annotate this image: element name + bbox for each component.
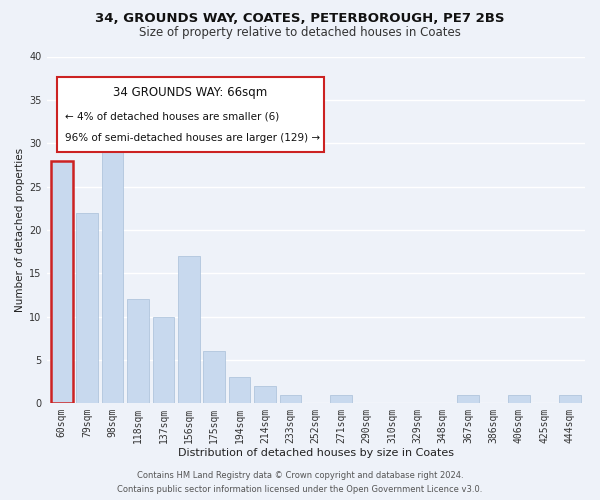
- Bar: [229, 377, 250, 403]
- Bar: [559, 394, 581, 403]
- Text: 34, GROUNDS WAY, COATES, PETERBOROUGH, PE7 2BS: 34, GROUNDS WAY, COATES, PETERBOROUGH, P…: [95, 12, 505, 26]
- Bar: [331, 394, 352, 403]
- FancyBboxPatch shape: [57, 78, 324, 152]
- Bar: [508, 394, 530, 403]
- Y-axis label: Number of detached properties: Number of detached properties: [15, 148, 25, 312]
- Bar: [254, 386, 276, 403]
- Bar: [127, 299, 149, 403]
- Bar: [457, 394, 479, 403]
- Bar: [152, 316, 174, 403]
- Text: 34 GROUNDS WAY: 66sqm: 34 GROUNDS WAY: 66sqm: [113, 86, 268, 98]
- X-axis label: Distribution of detached houses by size in Coates: Distribution of detached houses by size …: [178, 448, 454, 458]
- Text: Contains HM Land Registry data © Crown copyright and database right 2024.
Contai: Contains HM Land Registry data © Crown c…: [118, 472, 482, 494]
- Bar: [280, 394, 301, 403]
- Text: ← 4% of detached houses are smaller (6): ← 4% of detached houses are smaller (6): [65, 111, 280, 121]
- Bar: [51, 160, 73, 403]
- Bar: [76, 212, 98, 403]
- Bar: [203, 351, 225, 403]
- Text: 96% of semi-detached houses are larger (129) →: 96% of semi-detached houses are larger (…: [65, 134, 320, 143]
- Bar: [178, 256, 200, 403]
- Bar: [102, 143, 124, 403]
- Text: Size of property relative to detached houses in Coates: Size of property relative to detached ho…: [139, 26, 461, 39]
